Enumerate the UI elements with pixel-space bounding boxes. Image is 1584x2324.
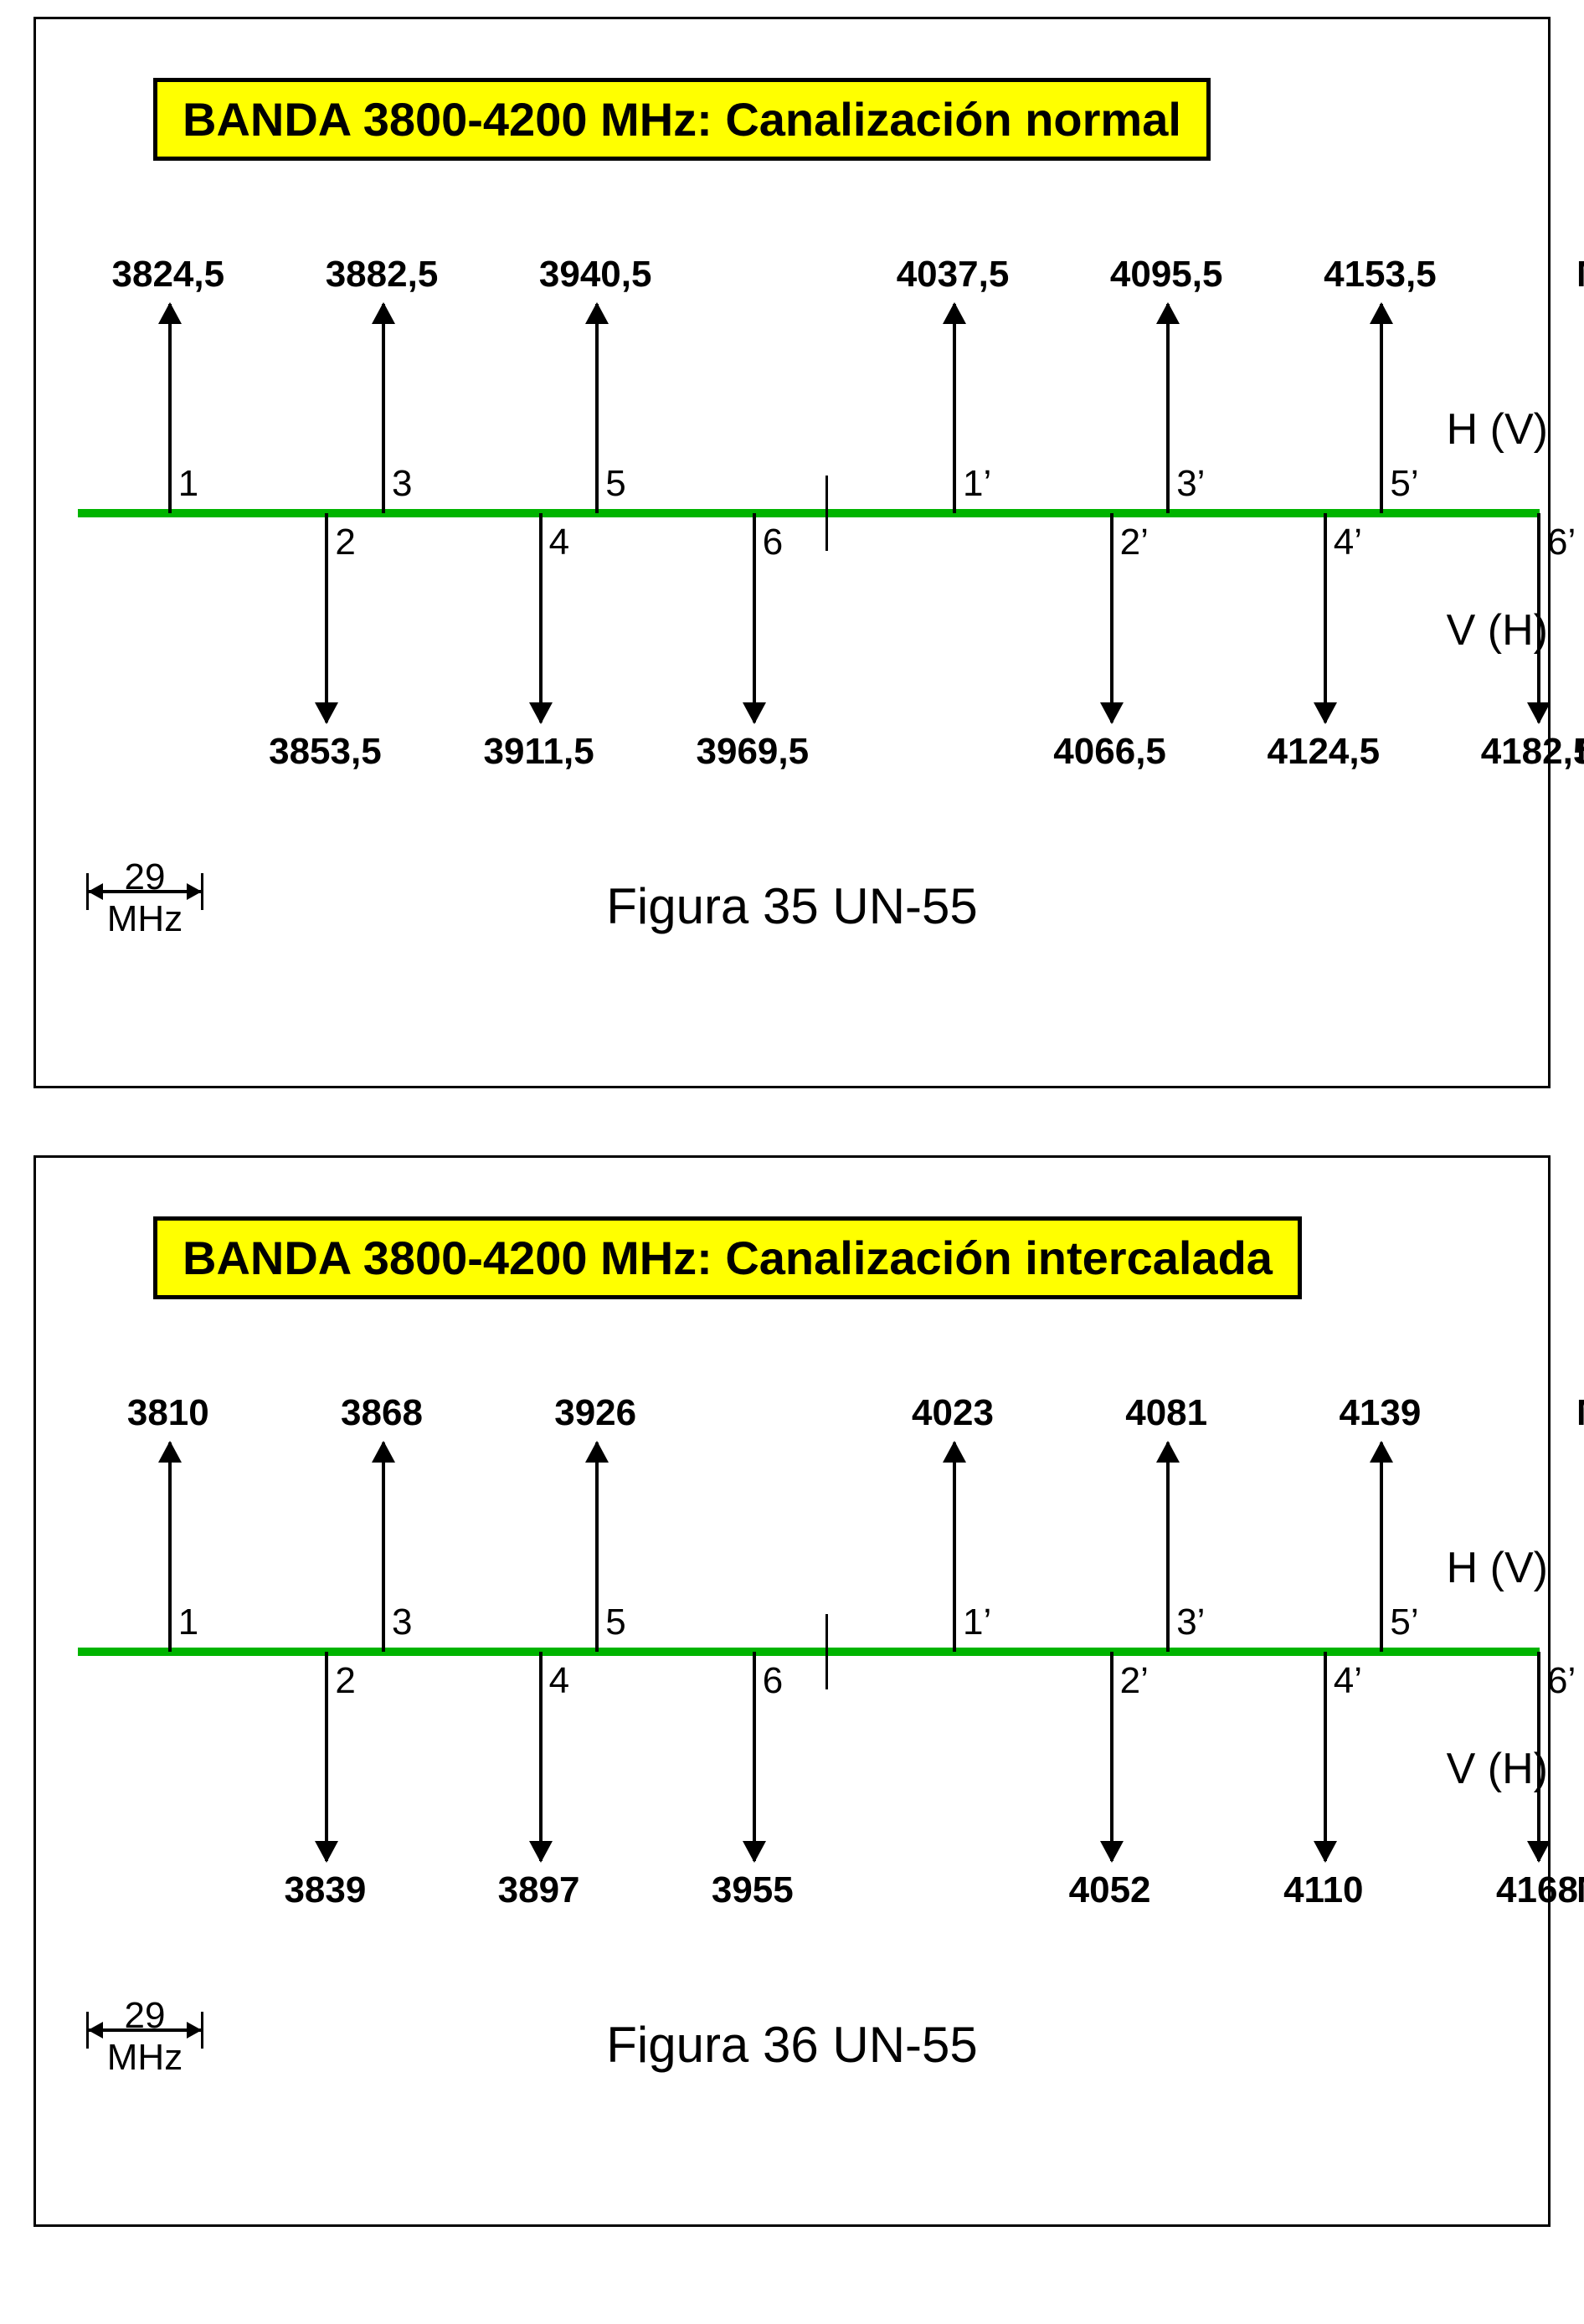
channel-arrow-up: [1380, 304, 1383, 513]
channel-number: 2: [335, 1660, 355, 1702]
channel-arrow-up: [382, 304, 385, 513]
channel-arrow-down: [1324, 1652, 1327, 1861]
center-tick: [825, 476, 828, 551]
axis-line: [78, 1648, 1540, 1656]
channel-number: 2’: [1120, 522, 1149, 563]
channel-number: 6’: [1547, 522, 1576, 563]
figure-35-diagram: MHzMHz3824,513882,533940,554037,51’4095,…: [78, 254, 1540, 773]
channel-number: 1: [178, 1602, 198, 1643]
channel-number: 4’: [1334, 522, 1362, 563]
polarization-top-label: H (V): [1447, 404, 1548, 455]
channel-number: 5: [605, 463, 625, 505]
channel-number: 5’: [1390, 1602, 1418, 1643]
freq-label: 4066,5: [1053, 731, 1166, 773]
figure-36-diagram: MHzMHz38101386833926540231’40813’41395’3…: [78, 1392, 1540, 1911]
channel-arrow-up: [595, 304, 599, 513]
freq-label: 4182,5: [1481, 731, 1584, 773]
channel-number: 4: [549, 522, 569, 563]
channel-number: 1’: [963, 463, 991, 505]
channel-number: 3’: [1176, 463, 1205, 505]
freq-label: 4081: [1125, 1392, 1207, 1434]
channel-arrow-up: [382, 1442, 385, 1652]
channel-number: 5: [605, 1602, 625, 1643]
channel-number: 6’: [1547, 1660, 1576, 1702]
channel-number: 3: [392, 1602, 412, 1643]
channel-number: 6: [763, 1660, 783, 1702]
freq-label: 3810: [127, 1392, 209, 1434]
figure-35-panel: BANDA 3800-4200 MHz: Canalización normal…: [33, 17, 1551, 1088]
channel-number: 4’: [1334, 1660, 1362, 1702]
freq-label: 4153,5: [1324, 254, 1437, 296]
freq-label: 3926: [554, 1392, 636, 1434]
freq-label: 4168: [1496, 1869, 1578, 1911]
channel-arrow-down: [325, 1652, 328, 1861]
freq-label: 3940,5: [539, 254, 652, 296]
channel-arrow-up: [1380, 1442, 1383, 1652]
channel-arrow-down: [325, 513, 328, 722]
freq-label: 4124,5: [1268, 731, 1381, 773]
freq-label: 4037,5: [897, 254, 1010, 296]
channel-arrow-up: [168, 1442, 172, 1652]
unit-label-top: MHz: [1576, 254, 1584, 296]
freq-label: 4110: [1283, 1869, 1363, 1911]
freq-label: 4095,5: [1110, 254, 1223, 296]
freq-label: 4052: [1069, 1869, 1151, 1911]
channel-number: 6: [763, 522, 783, 563]
channel-arrow-up: [953, 1442, 956, 1652]
channel-arrow-up: [595, 1442, 599, 1652]
channel-arrow-up: [1166, 304, 1170, 513]
figure-35-caption: Figura 35 UN-55: [36, 877, 1548, 935]
figure-36-title: BANDA 3800-4200 MHz: Canalización interc…: [153, 1216, 1302, 1299]
channel-arrow-up: [168, 304, 172, 513]
channel-number: 3: [392, 463, 412, 505]
channel-arrow-down: [1324, 513, 1327, 722]
freq-label: 3911,5: [484, 731, 594, 773]
channel-number: 3’: [1176, 1602, 1205, 1643]
channel-arrow-down: [539, 513, 543, 722]
freq-label: 3882,5: [326, 254, 439, 296]
freq-label: 3824,5: [112, 254, 225, 296]
channel-number: 5’: [1390, 463, 1418, 505]
freq-label: 4023: [912, 1392, 994, 1434]
channel-arrow-down: [1110, 513, 1113, 722]
channel-number: 2: [335, 522, 355, 563]
center-tick: [825, 1614, 828, 1689]
channel-arrow-up: [1166, 1442, 1170, 1652]
channel-number: 2’: [1120, 1660, 1149, 1702]
channel-arrow-down: [753, 1652, 756, 1861]
polarization-bottom-label: V (H): [1447, 605, 1548, 656]
channel-arrow-down: [753, 513, 756, 722]
polarization-bottom-label: V (H): [1447, 1744, 1548, 1794]
channel-arrow-down: [539, 1652, 543, 1861]
channel-number: 1’: [963, 1602, 991, 1643]
freq-label: 3839: [284, 1869, 366, 1911]
unit-label-top: MHz: [1576, 1392, 1584, 1434]
freq-label: 3853,5: [269, 731, 382, 773]
freq-label: 3969,5: [697, 731, 810, 773]
channel-arrow-down: [1110, 1652, 1113, 1861]
figure-35-title: BANDA 3800-4200 MHz: Canalización normal: [153, 78, 1211, 161]
channel-number: 4: [549, 1660, 569, 1702]
polarization-top-label: H (V): [1447, 1543, 1548, 1593]
freq-label: 3955: [712, 1869, 794, 1911]
channel-number: 1: [178, 463, 198, 505]
freq-label: 4139: [1339, 1392, 1421, 1434]
axis-line: [78, 509, 1540, 517]
freq-label: 3897: [498, 1869, 580, 1911]
figure-36-caption: Figura 36 UN-55: [36, 2016, 1548, 2074]
page: BANDA 3800-4200 MHz: Canalización normal…: [0, 0, 1584, 2244]
channel-arrow-up: [953, 304, 956, 513]
freq-label: 3868: [341, 1392, 423, 1434]
figure-36-panel: BANDA 3800-4200 MHz: Canalización interc…: [33, 1155, 1551, 2227]
